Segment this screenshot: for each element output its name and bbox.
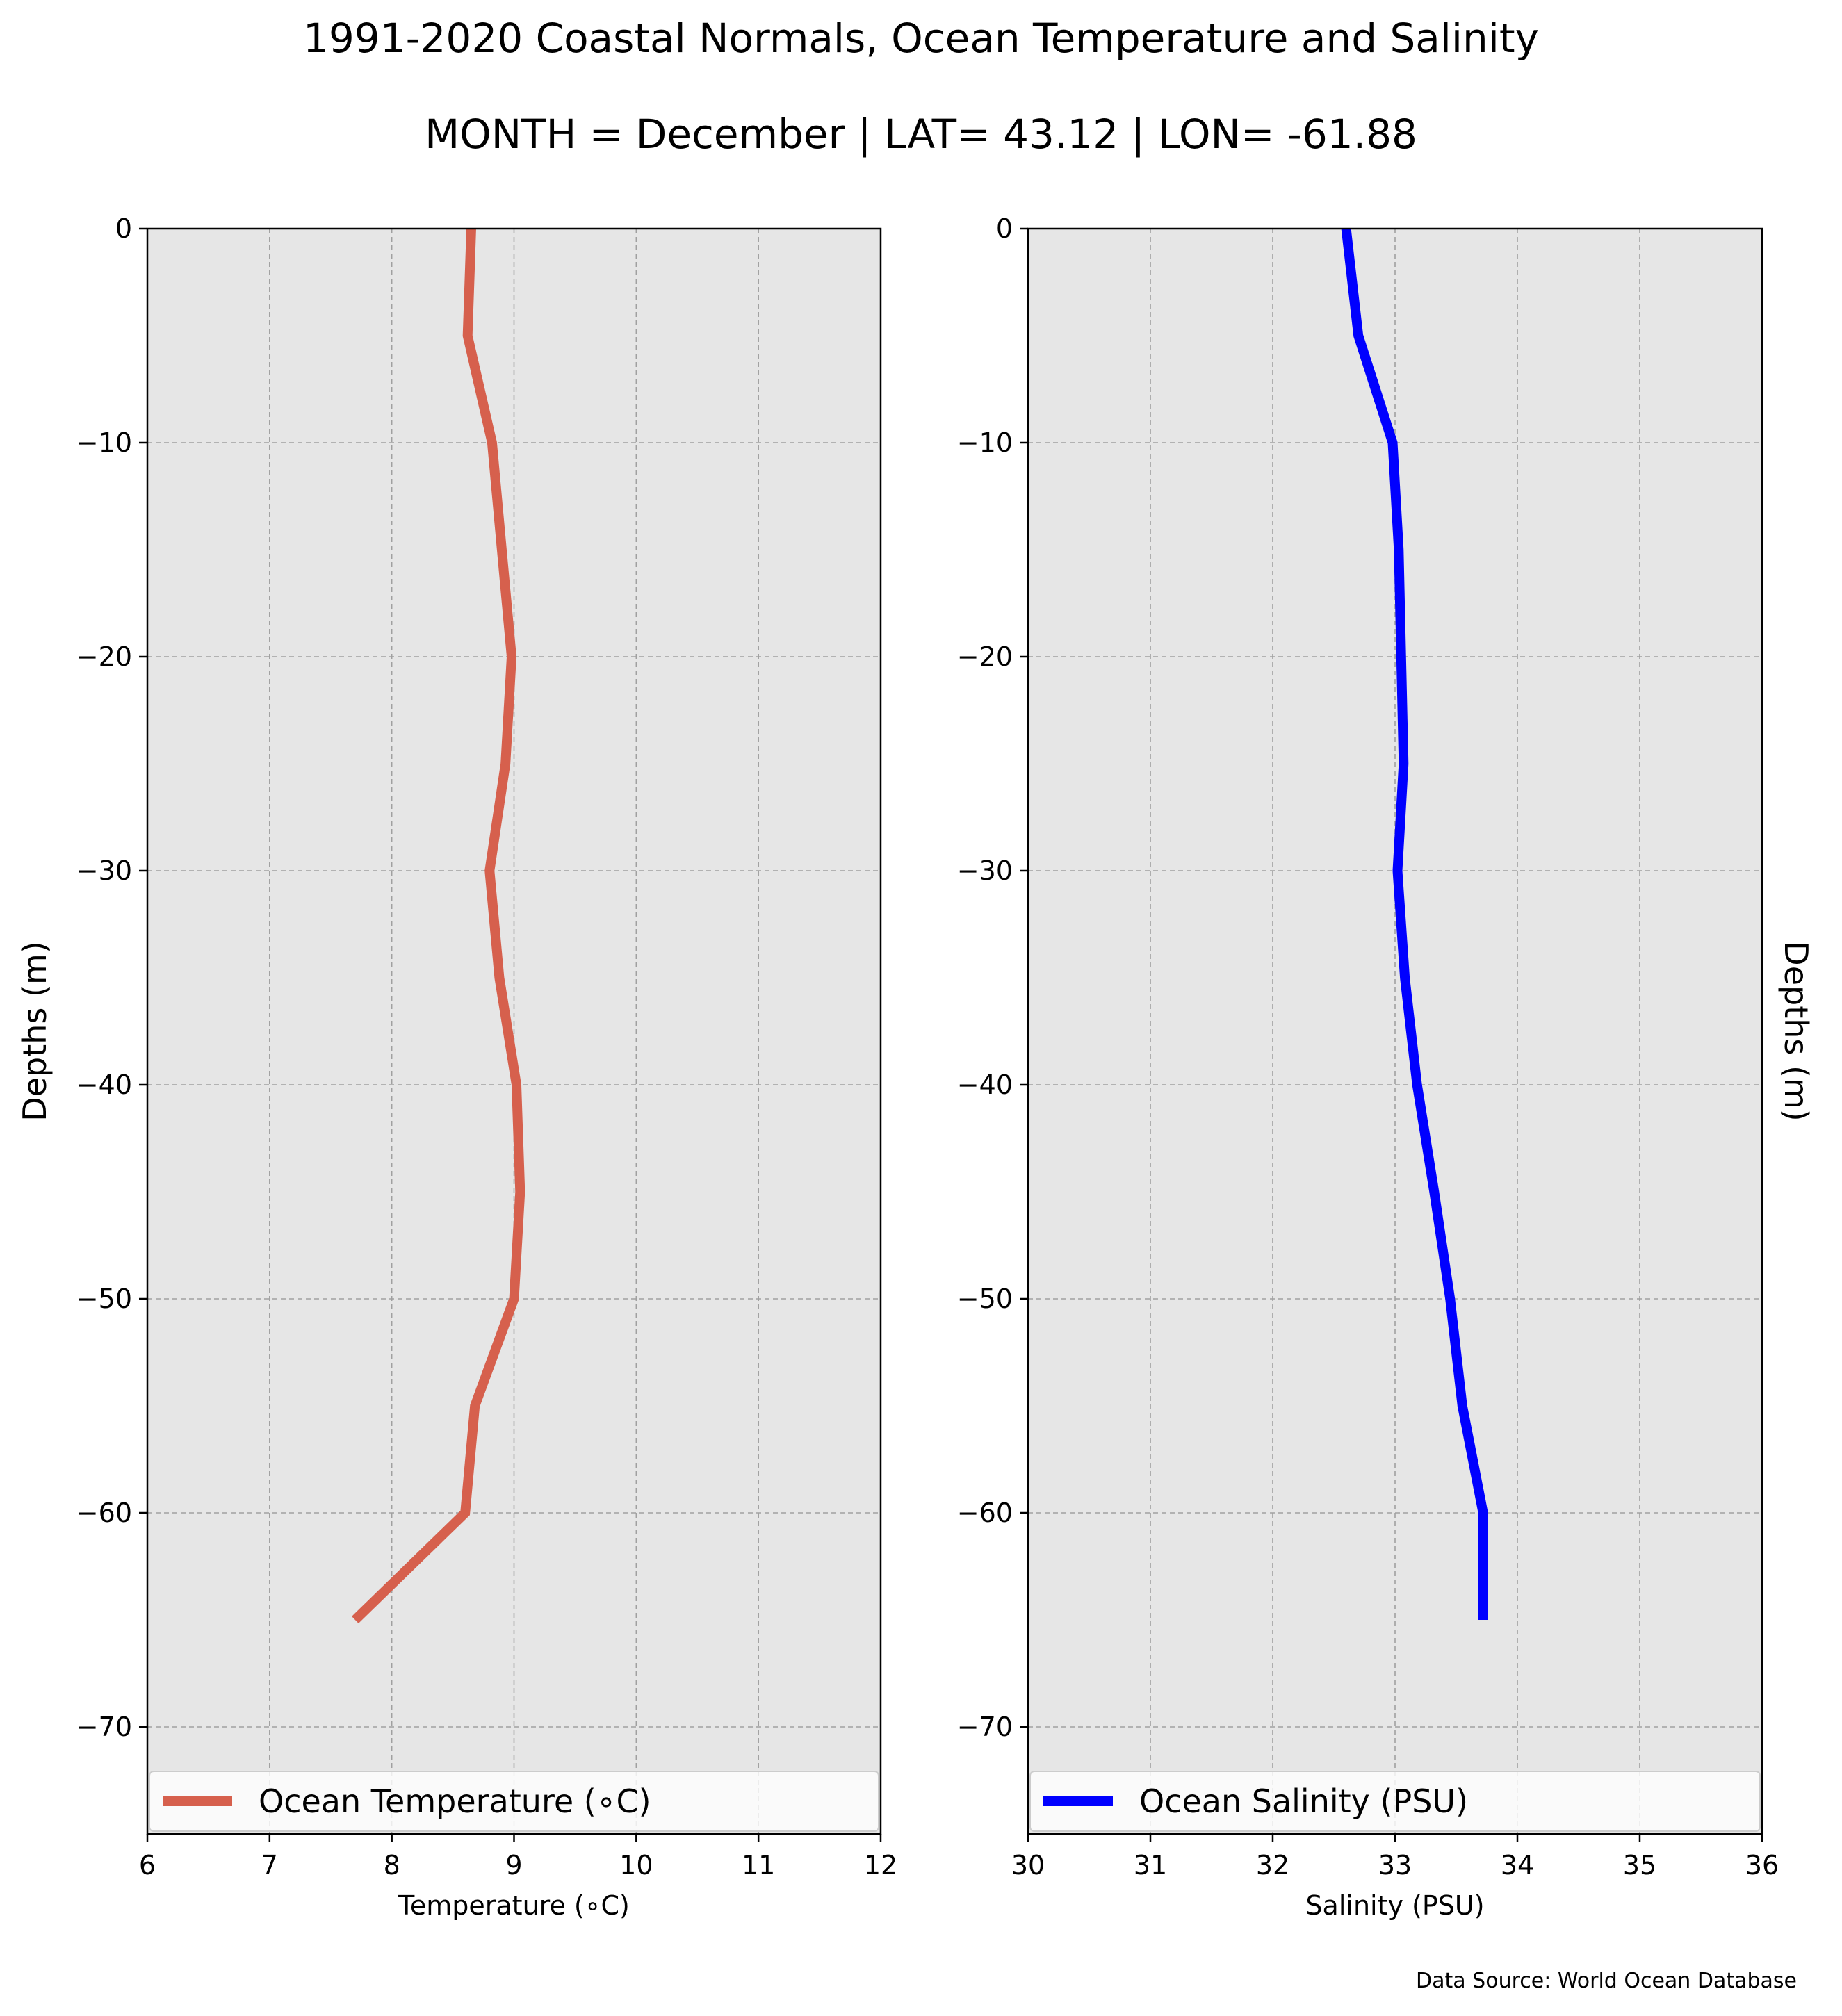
chart-panel-1: Ocean Temperature (∘C) 6 7 8 9 10 11 12 0 −10 −20 −… xyxy=(16,213,897,1921)
y-tick-label: −40 xyxy=(76,1070,132,1100)
x-tick-label: 11 xyxy=(742,1850,775,1880)
x-tick-label: 8 xyxy=(384,1850,400,1880)
y-tick-label: −30 xyxy=(957,855,1013,886)
y-tick-label: −20 xyxy=(957,641,1013,672)
y-tick-label: −50 xyxy=(957,1284,1013,1314)
y-tick-label: 0 xyxy=(996,213,1013,244)
chart-title: 1991-2020 Coastal Normals, Ocean Tempera… xyxy=(303,15,1539,62)
y-tick-label: −10 xyxy=(76,427,132,458)
x-tick-label: 6 xyxy=(139,1850,156,1880)
x-tick-label: 34 xyxy=(1501,1850,1534,1880)
y-tick-label: −10 xyxy=(957,427,1013,458)
y-tick-label: −60 xyxy=(76,1498,132,1528)
y-tick-label: −50 xyxy=(76,1284,132,1314)
data-source-note: Data Source: World Ocean Database xyxy=(1416,1969,1797,1993)
series-line-1 xyxy=(352,228,525,1624)
y-axis-label: Depths (m) xyxy=(16,941,54,1121)
y-axis-label: Depths (m) xyxy=(1777,941,1815,1121)
x-tick-label: 9 xyxy=(505,1850,522,1880)
legend-label: Ocean Temperature (∘C) xyxy=(259,1783,651,1820)
x-tick-label: 36 xyxy=(1745,1850,1779,1880)
series-line-1 xyxy=(1341,228,1488,1620)
x-tick-label: 10 xyxy=(619,1850,653,1880)
x-tick-label: 7 xyxy=(261,1850,278,1880)
x-tick-label: 31 xyxy=(1134,1850,1167,1880)
x-tick-label: 30 xyxy=(1011,1850,1045,1880)
x-tick-label: 32 xyxy=(1256,1850,1289,1880)
x-axis-label: Salinity (PSU) xyxy=(1305,1890,1484,1921)
y-tick-label: −70 xyxy=(957,1712,1013,1742)
x-tick-label: 33 xyxy=(1378,1850,1412,1880)
chart-subtitle: MONTH = December | LAT= 43.12 | LON= -61… xyxy=(425,110,1417,158)
y-tick-label: −60 xyxy=(957,1498,1013,1528)
legend-box xyxy=(149,1771,879,1832)
x-axis-label: Temperature (∘C) xyxy=(398,1890,630,1921)
x-tick-label: 35 xyxy=(1623,1850,1656,1880)
legend-box xyxy=(1029,1771,1761,1832)
y-tick-label: −40 xyxy=(957,1070,1013,1100)
chart-panel-2: Ocean Salinity (PSU) 30 31 32 33 34 35 36 0 −10 −2… xyxy=(957,213,1815,1921)
y-tick-label: 0 xyxy=(115,213,132,244)
y-tick-label: −30 xyxy=(76,855,132,886)
legend-label: Ocean Salinity (PSU) xyxy=(1139,1783,1468,1820)
x-tick-label: 12 xyxy=(864,1850,897,1880)
y-tick-label: −20 xyxy=(76,641,132,672)
y-tick-label: −70 xyxy=(76,1712,132,1742)
